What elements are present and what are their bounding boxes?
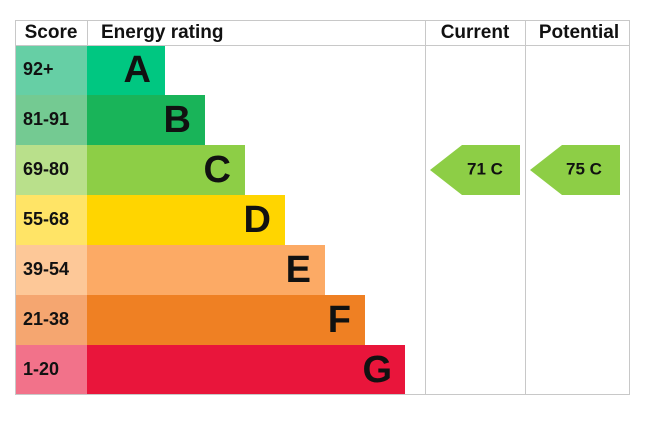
- score-label: 55-68: [23, 209, 69, 229]
- score-label: 21-38: [23, 309, 69, 329]
- score-label: 69-80: [23, 159, 69, 179]
- rating-letter: D: [244, 199, 271, 241]
- table-border: [15, 20, 630, 395]
- rating-bar: [87, 95, 205, 145]
- score-cell: [15, 45, 87, 95]
- rating-letter: G: [362, 349, 392, 391]
- score-cell: [15, 345, 87, 395]
- header-potential: Potential: [539, 22, 619, 43]
- rating-bar: [87, 195, 285, 245]
- potential-arrow: [530, 145, 620, 195]
- rating-letter: E: [286, 249, 311, 291]
- header-energy-rating: Energy rating: [101, 22, 223, 43]
- header-score: Score: [25, 22, 78, 43]
- score-label: 1-20: [23, 359, 59, 379]
- score-cell: [15, 245, 87, 295]
- score-cell: [15, 295, 87, 345]
- rating-bar: [87, 45, 165, 95]
- potential-label: 75 C: [566, 159, 602, 178]
- rating-bar: [87, 145, 245, 195]
- rating-letter: F: [328, 299, 351, 341]
- current-arrow: [430, 145, 520, 195]
- rating-letter: C: [204, 149, 231, 191]
- score-cell: [15, 145, 87, 195]
- score-cell: [15, 95, 87, 145]
- header-current: Current: [441, 22, 510, 43]
- rating-letter: A: [124, 49, 151, 91]
- rating-letter: B: [164, 99, 191, 141]
- score-label: 92+: [23, 59, 54, 79]
- rating-bar: [87, 345, 405, 395]
- score-label: 81-91: [23, 109, 69, 129]
- score-cell: [15, 195, 87, 245]
- rating-bar: [87, 295, 365, 345]
- rating-bar: [87, 245, 325, 295]
- current-label: 71 C: [467, 159, 503, 178]
- score-label: 39-54: [23, 259, 69, 279]
